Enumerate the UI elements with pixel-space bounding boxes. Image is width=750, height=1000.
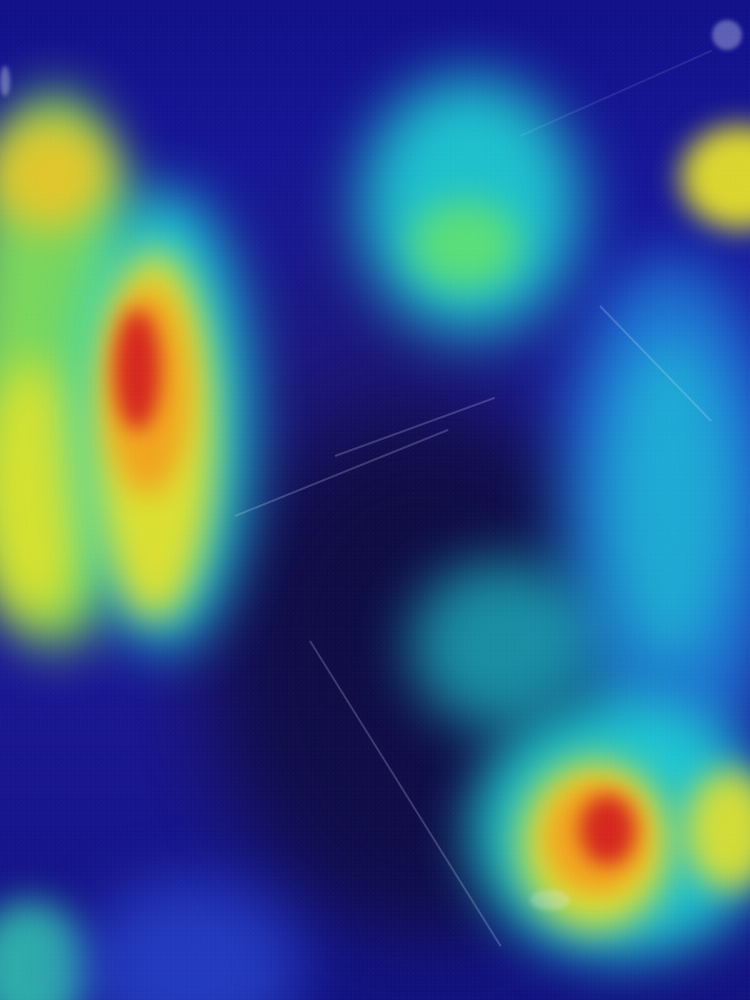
heat-left-column-core	[0, 120, 110, 230]
debris-top-right	[712, 20, 742, 50]
debris-bottom-mid	[530, 890, 570, 910]
heat-bottom-left-green	[0, 900, 90, 1000]
scratch-line-5	[519, 49, 713, 137]
heat-right-cyan	[610, 340, 730, 660]
heat-bottom-right-edge-yellow	[685, 770, 750, 890]
heat-top-center-green	[410, 200, 520, 290]
heat-bottom-left-blue	[80, 880, 300, 1000]
debris-left-edge	[0, 66, 10, 96]
heat-left-vertical-red	[115, 310, 160, 430]
heat-mid-right-cyan	[410, 560, 590, 730]
heat-bottom-right-red	[580, 795, 635, 865]
heat-left-column-core-2	[0, 360, 90, 620]
heat-right-top-yellow	[680, 125, 750, 230]
